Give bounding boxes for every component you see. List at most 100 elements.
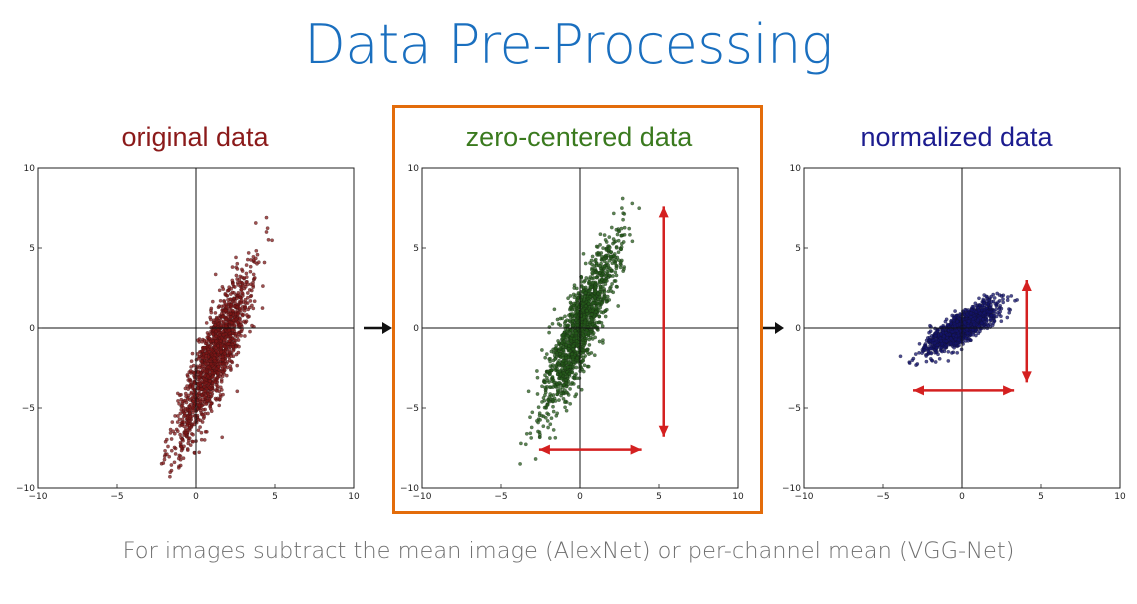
scatter-point bbox=[535, 375, 540, 380]
scatter-point bbox=[589, 351, 594, 355]
scatter-point bbox=[953, 341, 958, 346]
scatter-point bbox=[543, 393, 547, 398]
scatter-point bbox=[201, 407, 206, 412]
scatter-point bbox=[604, 299, 609, 304]
scatter-point bbox=[627, 226, 632, 231]
scatter-point bbox=[187, 425, 192, 430]
scatter-point bbox=[203, 362, 208, 366]
scatter-point bbox=[245, 291, 250, 295]
scatter-point bbox=[566, 393, 571, 397]
scatter-point bbox=[609, 254, 614, 259]
scatter-point bbox=[166, 444, 170, 449]
scatter-point bbox=[570, 312, 575, 316]
scatter-point bbox=[578, 351, 583, 355]
scatter-point bbox=[178, 454, 183, 459]
scatter-point bbox=[213, 323, 218, 327]
scatter-point bbox=[984, 306, 989, 310]
scatter-point bbox=[927, 330, 931, 335]
scatter-point bbox=[583, 278, 587, 283]
x-tick-label: 10 bbox=[732, 492, 744, 502]
scatter-point bbox=[548, 364, 553, 368]
scatter-point bbox=[235, 334, 240, 339]
scatter-point bbox=[199, 430, 204, 435]
scatter-point bbox=[549, 416, 554, 421]
scatter-point bbox=[598, 270, 602, 275]
y-tick-label: 0 bbox=[413, 324, 419, 334]
scatter-point bbox=[236, 283, 240, 287]
scatter-point bbox=[939, 332, 943, 337]
scatter-point bbox=[594, 320, 599, 325]
y-tick-label: 5 bbox=[795, 244, 801, 254]
scatter-point bbox=[557, 398, 561, 402]
panel-normalized: normalized data −10 −5 0 5 10 10 5 0 −5 −10 bbox=[776, 120, 1137, 510]
scatter-point bbox=[554, 413, 559, 418]
scatter-point bbox=[212, 353, 217, 358]
scatter-point bbox=[528, 431, 533, 436]
scatter-point bbox=[209, 394, 214, 398]
scatter-point bbox=[169, 463, 174, 467]
scatter-point bbox=[252, 276, 257, 280]
scatter-point bbox=[180, 437, 184, 442]
scatter-point bbox=[599, 254, 604, 259]
x-tick-label: −5 bbox=[876, 492, 889, 502]
scatter-point bbox=[553, 357, 558, 361]
arrow-head bbox=[1021, 371, 1032, 383]
scatter-point bbox=[234, 273, 239, 278]
scatter-point bbox=[945, 332, 950, 337]
scatter-point bbox=[966, 308, 971, 312]
scatter-point bbox=[587, 289, 591, 293]
scatter-point bbox=[229, 302, 234, 307]
scatter-point bbox=[594, 305, 598, 310]
scatter-point bbox=[218, 393, 223, 397]
scatter-point bbox=[223, 291, 228, 296]
scatter-point bbox=[200, 364, 205, 369]
scatter-point bbox=[245, 295, 250, 300]
scatter-point bbox=[549, 349, 554, 354]
scatter-point bbox=[561, 371, 566, 375]
scatter-point bbox=[199, 387, 204, 391]
scatter-point bbox=[235, 363, 240, 368]
scatter-point bbox=[206, 374, 210, 379]
scatter-point bbox=[968, 315, 973, 319]
scatter-point bbox=[543, 385, 547, 390]
arrow-head bbox=[538, 444, 550, 455]
scatter-point bbox=[620, 206, 624, 210]
scatter-point bbox=[226, 341, 231, 346]
scatter-point bbox=[1001, 300, 1006, 305]
scatter-point bbox=[970, 304, 975, 309]
scatter-point bbox=[172, 460, 177, 465]
scatter-point bbox=[552, 307, 557, 312]
scatter-point bbox=[232, 285, 237, 289]
scatter-point bbox=[594, 244, 599, 249]
scatter-point bbox=[982, 311, 987, 315]
scatter-point bbox=[999, 319, 1004, 324]
scatter-point bbox=[613, 239, 618, 244]
panel-title-normalized: normalized data bbox=[860, 122, 1053, 152]
scatter-point bbox=[236, 350, 241, 355]
scatter-point bbox=[592, 353, 597, 358]
scatter-point bbox=[209, 409, 214, 414]
scatter-point bbox=[204, 321, 209, 325]
scatter-point bbox=[188, 443, 193, 447]
scatter-point bbox=[614, 266, 619, 271]
y-tick-label: −10 bbox=[400, 484, 419, 494]
scatter-point bbox=[212, 356, 217, 361]
y-tick-label: 10 bbox=[790, 164, 802, 174]
scatter-point bbox=[965, 311, 969, 316]
scatter-point bbox=[239, 287, 244, 292]
scatter-point bbox=[244, 271, 249, 276]
scatter-point bbox=[220, 435, 225, 440]
scatter-point bbox=[585, 347, 590, 352]
scatter-point bbox=[197, 390, 201, 395]
scatter-point bbox=[955, 319, 960, 324]
scatter-point bbox=[537, 413, 542, 418]
scatter-point bbox=[593, 309, 598, 314]
scatter-point bbox=[248, 299, 253, 303]
scatter-point bbox=[978, 311, 983, 316]
scatter-point bbox=[204, 381, 209, 385]
scatter-point bbox=[162, 457, 167, 462]
scatter-point bbox=[197, 403, 202, 408]
scatter-point bbox=[181, 456, 186, 461]
scatter-point bbox=[570, 319, 575, 323]
scatter-point bbox=[581, 355, 586, 360]
